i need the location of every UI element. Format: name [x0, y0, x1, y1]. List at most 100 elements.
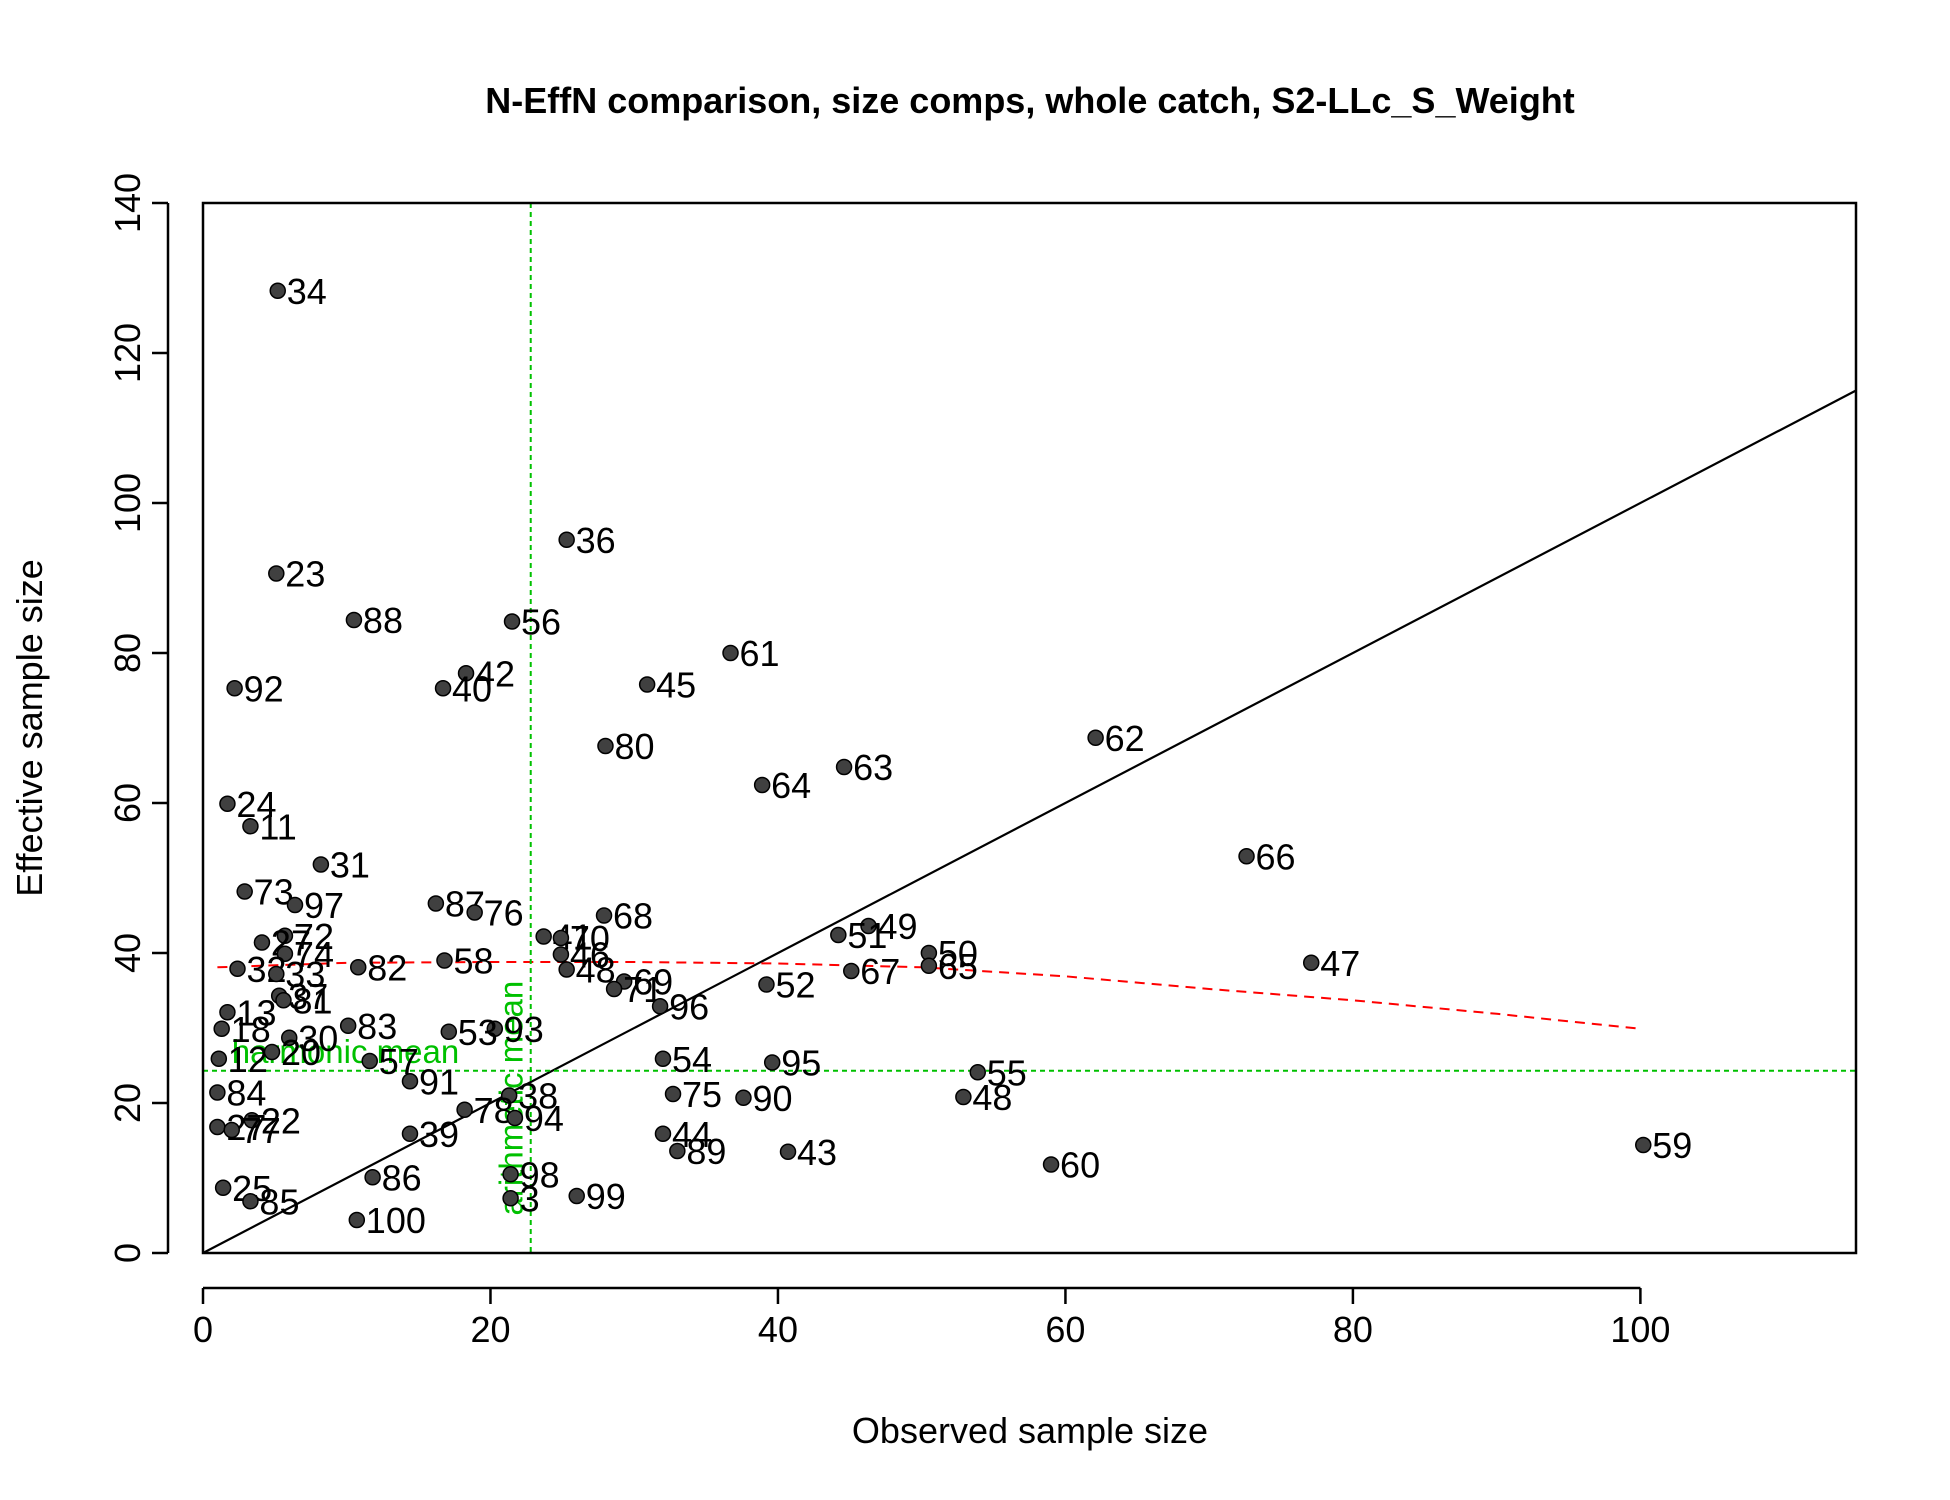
point-label: 42	[475, 653, 515, 694]
data-point	[236, 883, 253, 900]
data-point	[275, 992, 292, 1009]
axes: 0 20 40 60 80 100 0 20 40 60 80 100 120 140	[107, 173, 1670, 1350]
point-label: 76	[484, 893, 524, 934]
chart-title: N-EffN comparison, size comps, whole cat…	[485, 80, 1575, 121]
data-point	[654, 1050, 672, 1067]
data-point	[722, 644, 739, 662]
point-label: 40	[452, 668, 492, 709]
data-point	[664, 1085, 682, 1103]
data-point	[552, 946, 570, 963]
point-label: 13	[236, 992, 276, 1033]
point-label: 66	[1256, 836, 1296, 877]
point-label: 38	[518, 1076, 558, 1117]
point-label: 50	[938, 933, 978, 974]
y-tick-label: 120	[107, 323, 148, 383]
point-label: 88	[363, 600, 403, 641]
x-tick-label: 40	[758, 1309, 798, 1350]
data-point	[209, 1084, 226, 1101]
point-label: 98	[520, 1154, 560, 1195]
data-point	[500, 1087, 518, 1104]
data-point	[401, 1125, 419, 1142]
data-point	[427, 895, 445, 912]
point-label: 39	[419, 1114, 459, 1155]
point-label: 62	[1105, 718, 1145, 759]
point-label: 85	[259, 1181, 299, 1222]
point-label: 61	[740, 633, 780, 674]
data-point	[253, 934, 271, 951]
point-label: 60	[1060, 1145, 1100, 1186]
point-label: 74	[294, 934, 334, 975]
data-point	[242, 1193, 259, 1210]
data-point	[242, 818, 259, 835]
point-label: 77	[241, 1110, 281, 1151]
point-label: 33	[285, 954, 325, 995]
y-tick-label: 0	[107, 1243, 148, 1263]
data-point	[214, 1179, 232, 1196]
data-point	[1302, 954, 1320, 971]
data-point	[502, 1166, 519, 1183]
point-label: 70	[570, 918, 610, 959]
point-label: 59	[1652, 1125, 1692, 1166]
x-tick-label: 100	[1610, 1309, 1670, 1350]
data-point	[466, 904, 483, 921]
data-point	[535, 928, 552, 945]
point-label: 11	[259, 806, 296, 847]
point-label: 63	[853, 747, 893, 788]
plot-frame	[201, 201, 1858, 1255]
data-point	[830, 926, 847, 944]
point-label: 92	[244, 668, 284, 709]
data-point	[605, 980, 623, 998]
point-label: 94	[524, 1098, 564, 1139]
data-point	[486, 1020, 504, 1037]
point-label: 52	[775, 965, 815, 1006]
y-tick-label: 60	[107, 783, 148, 823]
data-point	[503, 613, 521, 630]
data-point	[457, 665, 475, 682]
data-point	[364, 1169, 381, 1186]
point-label: 90	[752, 1078, 792, 1119]
data-point	[312, 856, 330, 873]
data-point	[339, 1017, 357, 1034]
point-label: 31	[330, 845, 370, 886]
data-point	[835, 758, 853, 776]
point-label: 91	[419, 1061, 459, 1102]
data-point	[243, 1112, 261, 1129]
point-label: 34	[287, 271, 327, 312]
data-point	[558, 531, 575, 548]
x-tick-label: 0	[193, 1309, 213, 1350]
point-label: 93	[504, 1009, 544, 1050]
data-point	[440, 1023, 458, 1040]
data-point	[558, 961, 575, 978]
data-point	[210, 1050, 228, 1067]
data-point	[401, 1073, 419, 1090]
point-label: 86	[382, 1157, 422, 1198]
point-label: 81	[292, 980, 332, 1021]
point-label: 68	[613, 896, 653, 937]
x-axis-title: Observed sample size	[852, 1410, 1208, 1451]
point-label: 95	[781, 1043, 821, 1084]
point-label: 99	[586, 1176, 626, 1217]
point-label: 46	[570, 935, 610, 976]
data-point	[955, 1088, 972, 1106]
point-label: 78	[474, 1090, 514, 1131]
point-label: 56	[521, 602, 561, 643]
data-point	[349, 959, 367, 976]
data-point	[969, 1064, 987, 1081]
y-tick-label: 140	[107, 173, 148, 233]
data-point	[597, 737, 614, 755]
data-point	[669, 1142, 686, 1160]
point-label: 45	[656, 665, 696, 706]
point-label: 65	[938, 946, 978, 987]
data-point	[280, 1029, 298, 1046]
data-point	[753, 776, 771, 794]
point-label: 54	[672, 1039, 712, 1080]
point-label: 53	[458, 1012, 498, 1053]
data-point	[506, 1109, 524, 1127]
point-label: 36	[576, 520, 616, 561]
x-tick-label: 60	[1045, 1309, 1085, 1350]
point-label: 100	[366, 1200, 426, 1241]
point-label: 80	[614, 726, 654, 767]
point-label: 18	[231, 1009, 271, 1050]
